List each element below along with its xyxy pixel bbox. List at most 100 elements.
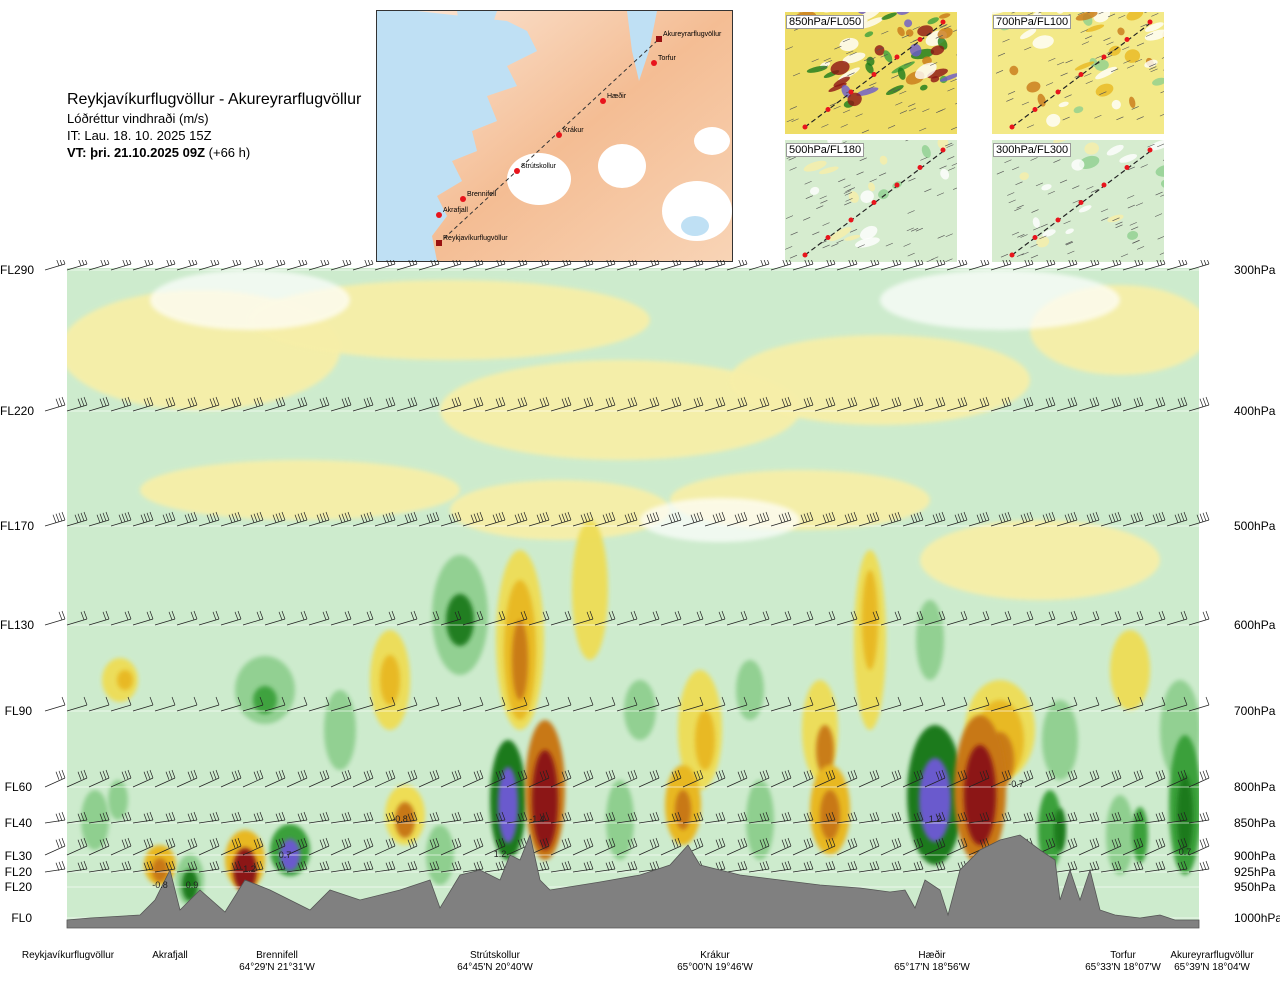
wind-barb (176, 769, 198, 788)
wind-barb (242, 260, 264, 271)
wind-barb (66, 511, 88, 527)
wind-barb (176, 860, 198, 873)
wind-barb (132, 511, 154, 527)
wind-barb (990, 260, 1012, 271)
wind-barb (1056, 696, 1078, 712)
left-level-label: FL170 (0, 519, 35, 533)
value-label: 0.9 (186, 880, 199, 890)
wind-barb (704, 260, 726, 271)
wind-barb (1188, 811, 1210, 824)
wind-barb (660, 769, 682, 788)
wind-barb (726, 260, 748, 271)
wind-barb (748, 769, 770, 788)
wind-barb (66, 860, 88, 873)
wind-barb (946, 511, 968, 527)
wind-barb (440, 696, 462, 712)
wind-barb (594, 811, 616, 824)
thumbnail-300[interactable]: 300hPa/FL300 (992, 140, 1164, 262)
wind-barb (792, 811, 814, 824)
wind-barb (902, 696, 924, 712)
thumbnail-700-svg (992, 12, 1164, 134)
wind-barb (396, 396, 418, 412)
wind-barb (242, 837, 264, 856)
wind-barb (440, 511, 462, 527)
station-coord: 65°17'N 18°56'W (894, 962, 970, 973)
wind-barb (1034, 769, 1056, 788)
wind-barb (1056, 260, 1078, 271)
wind-barb (616, 769, 638, 788)
value-label: 0.7 (1179, 847, 1192, 857)
wind-barb (330, 769, 352, 788)
wind-barb (880, 860, 902, 873)
wind-barb (660, 396, 682, 412)
value-label: 1.2 (494, 849, 507, 859)
wind-barb (198, 860, 220, 873)
wind-barb (792, 837, 814, 856)
wind-barb (748, 260, 770, 271)
wind-barb (902, 811, 924, 824)
wind-barb (792, 696, 814, 712)
thumbnail-850[interactable]: 850hPa/FL050 (785, 12, 957, 134)
wind-barb (330, 511, 352, 527)
right-level-label: 700hPa (1234, 704, 1276, 718)
wind-barb (286, 260, 308, 271)
wind-barb (286, 396, 308, 412)
thumbnail-label: 700hPa/FL100 (993, 15, 1072, 29)
wind-barb (792, 769, 814, 788)
wind-barb (132, 837, 154, 856)
wind-barb (836, 860, 858, 873)
wind-barb (704, 837, 726, 856)
wind-barb (1012, 769, 1034, 788)
thumbnail-700[interactable]: 700hPa/FL100 (992, 12, 1164, 134)
wind-barb (1144, 811, 1166, 824)
wind-barb (352, 837, 374, 856)
wind-barb (814, 610, 836, 626)
wind-barb (858, 511, 880, 527)
wind-barb (660, 837, 682, 856)
route-map-svg: Akureyrarflugvöllur Torfur Hæðir Krákur Strú… (417, 11, 732, 261)
wind-barb (704, 511, 726, 527)
wind-barb (132, 860, 154, 873)
station-label: Akrafjall (115, 950, 225, 962)
wind-barb (44, 769, 66, 788)
wind-barb (1188, 696, 1210, 712)
wind-barb (814, 837, 836, 856)
wind-barb (88, 837, 110, 856)
wind-barb (836, 511, 858, 527)
wind-barb (836, 696, 858, 712)
wind-barb (264, 260, 286, 271)
wind-barb (1078, 396, 1100, 412)
wind-barb (242, 811, 264, 824)
thumbnail-850-svg (785, 12, 957, 134)
wind-barb (1034, 396, 1056, 412)
wind-barb (1012, 610, 1034, 626)
wind-barb (374, 260, 396, 271)
wind-barb (242, 860, 264, 873)
wind-barb (704, 696, 726, 712)
wind-barb (638, 260, 660, 271)
wind-barb (836, 610, 858, 626)
wind-barb (154, 811, 176, 824)
wind-barb (638, 610, 660, 626)
wind-barb (352, 610, 374, 626)
wind-barb (132, 610, 154, 626)
wind-barb (1056, 396, 1078, 412)
right-level-label: 600hPa (1234, 618, 1276, 632)
wind-barb (1144, 769, 1166, 788)
wind-barb (704, 811, 726, 824)
wind-barb (616, 260, 638, 271)
wind-barb (770, 696, 792, 712)
thumbnail-500[interactable]: 500hPa/FL180 (785, 140, 957, 262)
wind-barb (374, 696, 396, 712)
wind-barb (1056, 860, 1078, 873)
wind-barb (242, 610, 264, 626)
station-name: Krákur (700, 950, 730, 961)
fjord-shape (627, 11, 657, 81)
right-level-label: 950hPa (1234, 880, 1276, 894)
wind-barb (154, 860, 176, 873)
wind-barb (44, 610, 66, 626)
wind-barb (616, 610, 638, 626)
wind-barb (1188, 769, 1210, 788)
station-label: Brennifell 64°29'N 21°31'W (222, 950, 332, 974)
wind-barb (748, 837, 770, 856)
